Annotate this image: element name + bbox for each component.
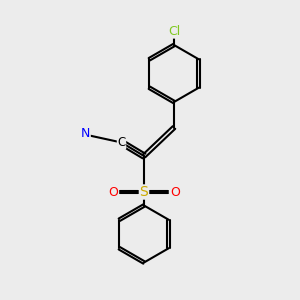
Text: N: N [81, 127, 90, 140]
Text: O: O [170, 185, 180, 199]
Text: O: O [108, 185, 118, 199]
Text: C: C [117, 136, 126, 149]
Text: Cl: Cl [168, 25, 180, 38]
Text: S: S [140, 185, 148, 199]
